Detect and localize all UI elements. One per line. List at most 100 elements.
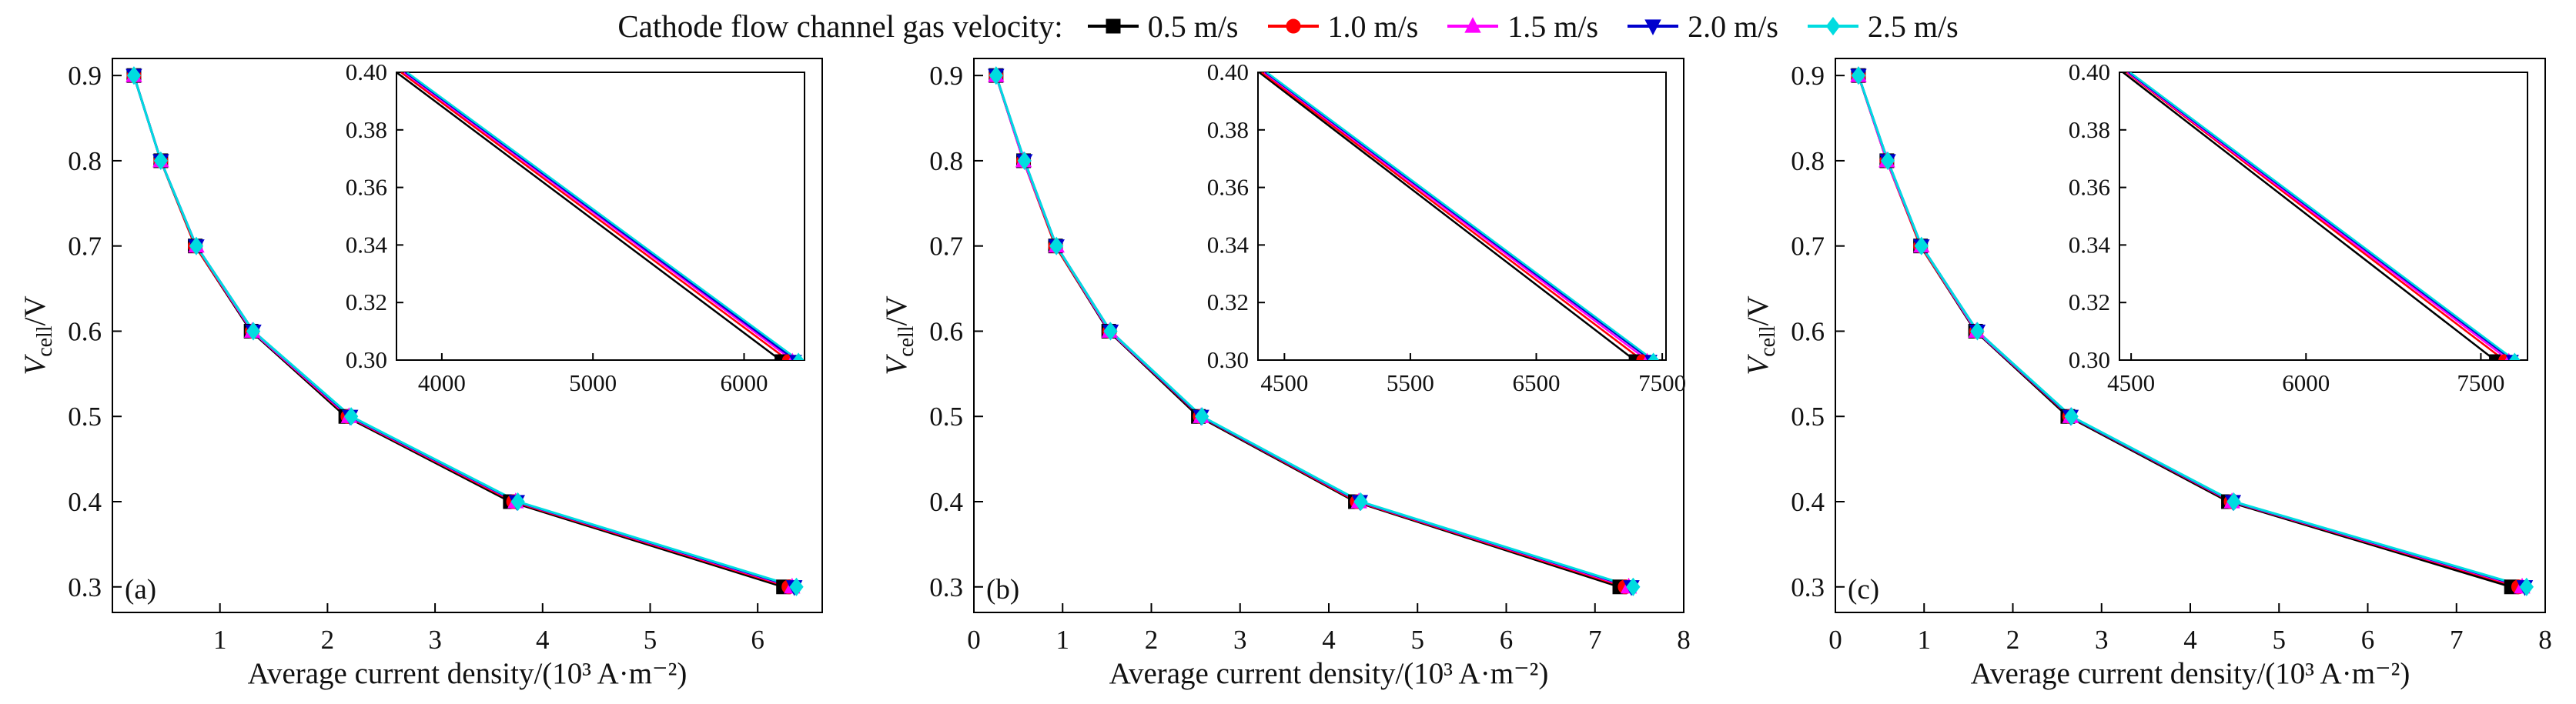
marker-diamond: [1851, 66, 1866, 85]
inset-y-tick-label: 0.32: [346, 289, 387, 315]
series: [125, 66, 804, 596]
legend-item: 0.5 m/s: [1086, 8, 1239, 45]
x-tick-label: 3: [2095, 625, 2109, 655]
x-tick-label: 7: [2450, 625, 2464, 655]
y-axis-title: Vcell/V: [18, 295, 57, 375]
y-tick-label: 0.7: [929, 232, 963, 262]
y-tick-label: 0.5: [1791, 402, 1825, 432]
x-axis-title: Average current density/(10³ A·m⁻²): [1971, 657, 2410, 690]
y-tick-label: 0.6: [1791, 316, 1825, 346]
legend: Cathode flow channel gas velocity: 0.5 m…: [0, 0, 2576, 48]
triangle-down-legend-icon: [1628, 19, 1679, 35]
marker-diamond: [1103, 322, 1118, 341]
x-tick-label: 4: [1322, 625, 1336, 655]
marker-diamond: [126, 66, 142, 85]
x-axis-title: Average current density/(10³ A·m⁻²): [248, 657, 687, 690]
inset-y-tick-label: 0.34: [2069, 231, 2111, 258]
marker-diamond: [1626, 577, 1641, 596]
legend-item: 2.5 m/s: [1806, 8, 1959, 45]
legend-item-label: 2.0 m/s: [1688, 8, 1778, 44]
inset-x-tick-label: 5500: [1387, 369, 1434, 396]
x-tick-label: 7: [1588, 625, 1602, 655]
y-axis-title: Vcell/V: [880, 295, 918, 375]
marker-diamond: [1914, 236, 1929, 255]
legend-items: 0.5 m/s 1.0 m/s 1.5 m/s 2.0 m/s 2.5 m/s: [1086, 8, 1959, 45]
inset-frame: [2119, 72, 2528, 361]
marker-diamond: [2064, 407, 2079, 426]
x-tick-label: 4: [536, 625, 550, 655]
inset-x-tick-label: 4500: [1260, 369, 1308, 396]
x-axis: 0 1 2 3 4 5 6 7 8: [967, 603, 1691, 655]
inset-y-tick-label: 0.30: [346, 346, 387, 373]
inset-y-tick-label: 0.34: [1207, 231, 1250, 258]
y-tick-label: 0.8: [1791, 146, 1825, 176]
svg-text:Vcell/V: Vcell/V: [18, 295, 57, 375]
x-axis: 0 1 2 3 4 5 6 7 8: [1828, 603, 2552, 655]
marker-diamond: [1825, 16, 1841, 36]
inset-y-tick-label: 0.36: [346, 174, 387, 201]
y-tick-label: 0.4: [929, 487, 963, 517]
x-tick-label: 3: [1233, 625, 1247, 655]
inset-y-tick-label: 0.36: [2069, 174, 2110, 201]
plot-frame: [112, 58, 823, 613]
series: [988, 66, 1641, 596]
inset-y-tick-label: 0.40: [1207, 58, 1249, 85]
x-tick-label: 1: [1056, 625, 1070, 655]
series-markers: [989, 66, 1641, 596]
circle-legend-icon: [1267, 18, 1319, 34]
marker-square: [2489, 354, 2501, 360]
inset-x-tick-label: 7500: [1638, 369, 1686, 396]
marker-diamond: [1880, 151, 1895, 170]
y-tick-label: 0.4: [68, 487, 102, 517]
y-tick-label: 0.9: [929, 61, 963, 91]
y-tick-label: 0.9: [68, 61, 102, 91]
y-tick-label: 0.8: [68, 146, 102, 176]
inset-plot: 4500 5500 6500 7500 0.40 0.38 0.36 0.34 0.32 0.30: [1207, 58, 1686, 396]
marker-square: [1106, 18, 1121, 34]
y-tick-label: 0.5: [929, 402, 963, 432]
inset-x-tick-label: 6500: [1513, 369, 1561, 396]
marker-diamond: [1017, 151, 1032, 170]
marker-diamond: [1049, 236, 1064, 255]
marker-diamond: [2509, 352, 2521, 360]
x-tick-label: 2: [321, 625, 335, 655]
x-tick-label: 2: [2006, 625, 2020, 655]
chart-panel-a: 1 2 3 4 5 6 0.3 0.4 0.5 0.6 0.7 0.8 0.9 (a) Average cu…: [18, 58, 823, 690]
marker-diamond: [2519, 577, 2534, 596]
inset-x-tick-label: 7500: [2457, 369, 2504, 396]
x-tick-label: 6: [1500, 625, 1514, 655]
x-tick-label: 6: [751, 625, 764, 655]
marker-diamond: [510, 492, 525, 512]
inset-y-tick-label: 0.40: [2069, 58, 2110, 85]
x-tick-label: 2: [1145, 625, 1159, 655]
x-tick-label: 6: [2361, 625, 2375, 655]
y-axis: 0.3 0.4 0.5 0.6 0.7 0.8 0.9: [929, 61, 983, 602]
y-tick-label: 0.6: [68, 316, 102, 346]
marker-diamond: [792, 352, 805, 360]
inset-y-tick-label: 0.40: [346, 58, 387, 85]
inset-y-tick-label: 0.38: [2069, 116, 2110, 143]
inset-lines: [1258, 72, 1659, 360]
y-axis-title: Vcell/V: [1741, 295, 1780, 375]
legend-item-label: 2.5 m/s: [1867, 8, 1959, 44]
legend-item: 1.5 m/s: [1446, 8, 1598, 45]
marker-diamond: [1648, 352, 1659, 360]
chart-panel-c: 0 1 2 3 4 5 6 7 8 0.3 0.4 0.5 0.6 0.7 0.8 0.9 (c) Average…: [1741, 58, 2552, 690]
inset-lines: [396, 72, 805, 360]
y-tick-label: 0.6: [929, 316, 963, 346]
marker-diamond: [246, 322, 261, 341]
svg-text:Vcell/V: Vcell/V: [1741, 295, 1780, 375]
inset-y-tick-label: 0.32: [2069, 289, 2110, 315]
marker-diamond: [1970, 322, 1985, 341]
diamond-legend-icon: [1807, 16, 1858, 36]
inset-x-tick-label: 6000: [720, 369, 768, 396]
y-axis: 0.3 0.4 0.5 0.6 0.7 0.8 0.9: [68, 61, 122, 602]
svg-text:Vcell/V: Vcell/V: [880, 295, 918, 375]
marker-square: [774, 354, 787, 360]
inset-x-tick-label: 4000: [418, 369, 466, 396]
x-tick-label: 0: [967, 625, 981, 655]
inset-y-tick-label: 0.34: [346, 231, 388, 258]
inset-y-tick-label: 0.38: [1207, 116, 1249, 143]
legend-item-label: 1.0 m/s: [1327, 8, 1419, 44]
